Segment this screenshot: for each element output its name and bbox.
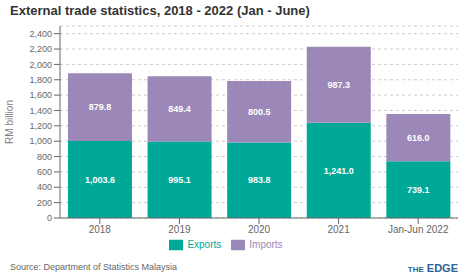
- svg-text:1,200: 1,200: [29, 121, 52, 131]
- svg-text:2021: 2021: [327, 224, 350, 235]
- svg-text:800: 800: [37, 152, 52, 162]
- html-text:Imports: Imports: [249, 238, 283, 250]
- svg-text:983.8: 983.8: [248, 175, 271, 185]
- svg-text:2019: 2019: [168, 224, 191, 235]
- svg-text:0: 0: [47, 213, 52, 223]
- svg-text:1,000: 1,000: [29, 136, 52, 146]
- svg-text:1,241.0: 1,241.0: [324, 166, 354, 176]
- svg-text:600: 600: [37, 167, 52, 177]
- html-text:External trade statistics, 201: External trade statistics, 2018 - 2022 (…: [10, 3, 310, 18]
- svg-text:987.3: 987.3: [327, 80, 350, 90]
- html-text:Source: Department of Statisti: Source: Department of Statistics Malaysi…: [10, 262, 178, 272]
- svg-text:800.5: 800.5: [248, 107, 271, 117]
- html-text:Exports: Exports: [187, 238, 222, 250]
- svg-text:2,000: 2,000: [29, 60, 52, 70]
- svg-text:1,400: 1,400: [29, 106, 52, 116]
- svg-text:739.1: 739.1: [407, 185, 430, 195]
- svg-text:2018: 2018: [89, 224, 112, 235]
- svg-text:849.4: 849.4: [168, 104, 191, 114]
- svg-text:Jan-Jun 2022: Jan-Jun 2022: [388, 224, 449, 235]
- html-text:THE EDGE: THE EDGE: [407, 262, 458, 274]
- svg-text:616.0: 616.0: [407, 133, 430, 143]
- svg-text:2020: 2020: [248, 224, 271, 235]
- svg-text:2,400: 2,400: [29, 29, 52, 39]
- svg-text:200: 200: [37, 198, 52, 208]
- svg-text:995.1: 995.1: [168, 175, 191, 185]
- svg-text:879.8: 879.8: [89, 102, 112, 112]
- svg-text:1,600: 1,600: [29, 90, 52, 100]
- svg-text:1,003.6: 1,003.6: [85, 175, 115, 185]
- svg-text:RM billion: RM billion: [8, 100, 15, 144]
- svg-text:1,800: 1,800: [29, 75, 52, 85]
- svg-text:400: 400: [37, 182, 52, 192]
- svg-text:2,200: 2,200: [29, 44, 52, 54]
